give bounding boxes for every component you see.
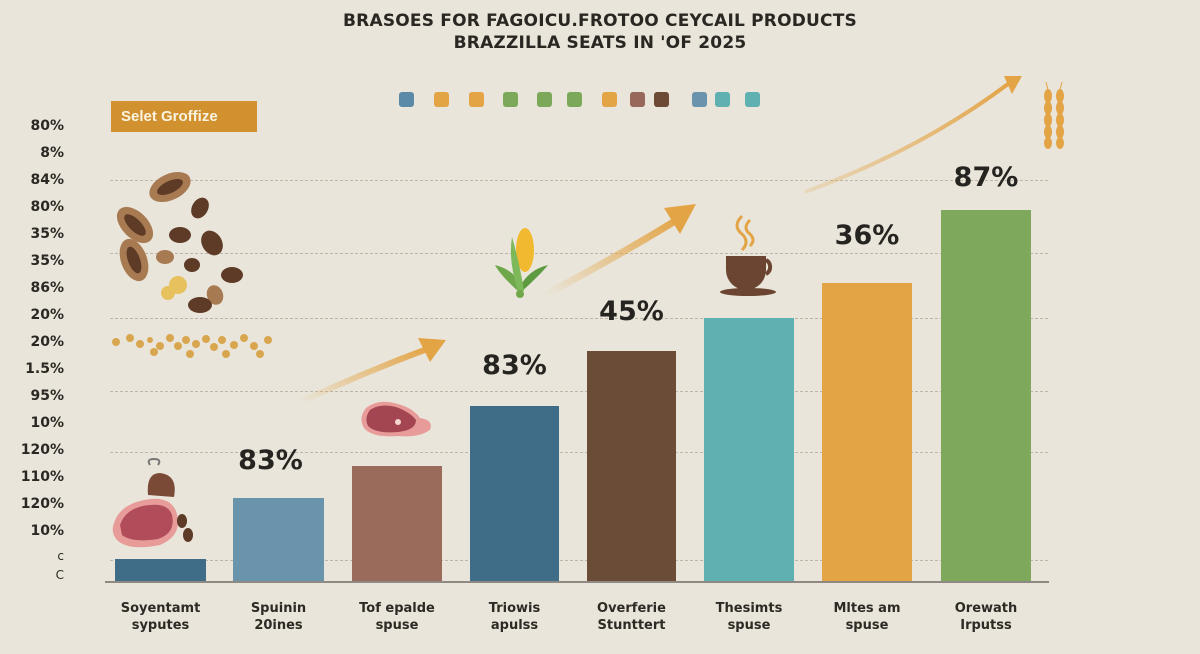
bar-value-label: 83% [482,350,547,381]
gridline [110,452,1048,453]
y-axis-tick: 110% [20,469,64,485]
category-label-line-2: 20ines [254,618,303,633]
legend-swatch[interactable] [537,92,552,107]
legend-swatch[interactable] [503,92,518,107]
corn-icon [495,228,548,298]
coffee-cup-icon [720,214,776,296]
y-axis-tick: 10% [30,523,64,539]
chicken-drumstick-icon [112,457,193,548]
y-axis-tick: c [57,549,64,563]
category-label-line-1: Mltes am [833,601,901,616]
bar[interactable] [352,466,442,581]
y-axis-tick: 120% [20,496,64,512]
gridline [110,318,1048,319]
x-axis-category-label: Tof epalde spuse [327,600,467,634]
bar[interactable] [822,283,912,581]
gridline [110,180,1048,181]
x-axis-category-label: Spuinin 20ines [209,600,349,634]
chart-title-line-1: BRASOES FOR FAGOICU.FROTOO CEYCAIL PRODU… [343,11,857,31]
x-axis-category-label: Thesimts spuse [679,600,819,634]
gridline [110,391,1048,392]
select-category-button[interactable]: Selet Groffize [111,101,257,132]
bar-value-label: 87% [953,162,1019,193]
y-axis-tick: 10% [30,415,64,431]
y-axis-tick: 80% [30,199,64,215]
category-label-line-2: Stunttert [597,618,666,633]
trend-arrow-icon [804,76,1022,194]
legend-swatch[interactable] [745,92,760,107]
category-label-line-1: Tof epalde [359,601,435,616]
y-axis-tick: 35% [30,253,64,269]
x-axis-category-label: Overferie Stunttert [562,600,702,634]
bar[interactable] [941,210,1031,581]
chart-title-line-2: BRAZZILLA SEATS IN 'OF 2025 [453,33,747,53]
bar[interactable] [587,351,676,581]
legend-swatch[interactable] [630,92,645,107]
category-label-line-2: apulss [490,618,539,633]
category-label-line-1: Thesimts [715,601,783,616]
bar[interactable] [704,318,794,581]
legend-swatch[interactable] [399,92,414,107]
legend-swatch[interactable] [654,92,669,107]
category-label-line-1: Soyentamt [120,601,201,616]
category-label-line-2: spuse [375,618,419,633]
x-axis-category-label: Mltes am spuse [797,600,937,634]
meat-steak-icon [361,401,431,437]
y-axis-tick: 8% [40,145,64,161]
y-axis-tick: 35% [30,226,64,242]
y-axis-tick: 1.5% [25,361,64,377]
wheat-icon [1044,81,1064,149]
y-axis-tick: 20% [30,334,64,350]
gridline [110,253,1048,254]
legend-swatch[interactable] [692,92,707,107]
category-label-line-2: Irputss [960,618,1012,633]
category-label-line-2: spuse [845,618,889,633]
beans-icon [116,171,243,313]
trend-arrow-icon [298,338,446,405]
category-label-line-2: syputes [131,618,190,633]
bar[interactable] [470,406,559,581]
category-label-line-1: Orewath [954,601,1018,616]
bar[interactable] [233,498,324,581]
bar-value-label: 45% [599,296,664,327]
category-label-line-1: Triowis [488,601,541,616]
y-axis-tick: 120% [20,442,64,458]
trend-arrow-icon [543,204,696,299]
y-axis-tick: 95% [30,388,64,404]
x-axis-category-label: Orewath Irputss [916,600,1056,634]
y-axis-tick: 20% [30,307,64,323]
legend-swatch[interactable] [567,92,582,107]
x-axis-category-label: Triowis apulss [445,600,585,634]
legend-swatch[interactable] [602,92,617,107]
x-axis-category-label: Soyentamt syputes [91,600,231,634]
category-label-line-1: Overferie [597,601,666,616]
y-axis-tick: 86% [30,280,64,296]
gridline [110,560,1048,561]
x-axis-baseline [105,581,1049,583]
soybeans-icon [112,334,272,358]
legend-swatch[interactable] [469,92,484,107]
legend-swatch[interactable] [715,92,730,107]
bar-value-label: 83% [238,445,303,476]
bar[interactable] [115,559,206,581]
y-axis-tick: C [55,568,64,582]
y-axis-tick: 80% [30,118,64,134]
category-label-line-2: spuse [727,618,771,633]
legend-swatch[interactable] [434,92,449,107]
category-label-line-1: Spuinin [250,601,307,616]
y-axis-tick: 84% [30,172,64,188]
bar-value-label: 36% [834,220,900,251]
